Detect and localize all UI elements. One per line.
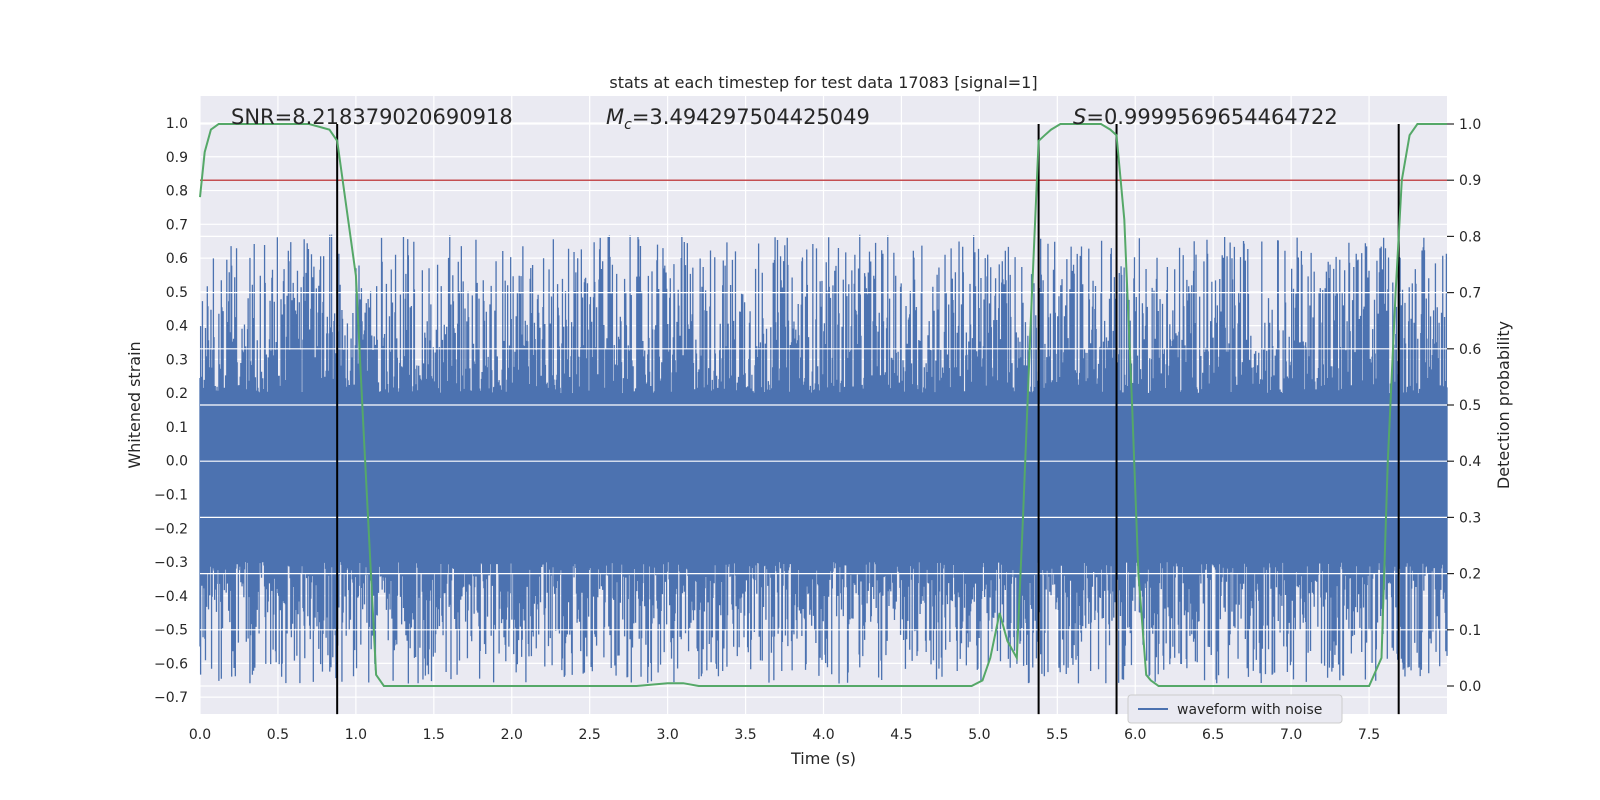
x-tick-label: 2.0	[501, 727, 523, 743]
x-tick-label: 6.0	[1124, 727, 1146, 743]
mc-symbol: M	[606, 105, 624, 129]
x-tick-label: 5.0	[968, 727, 990, 743]
y-tick-label: 0.2	[166, 386, 188, 402]
legend-entry-waveform: waveform with noise	[1177, 702, 1322, 718]
y2-tick-labels: 1.0 0.9 0.8 0.7 0.6 0.5 0.4 0.3 0.2 0.1 0.0	[1447, 117, 1481, 695]
mc-value: =3.494297504425049	[632, 105, 870, 129]
y-tick-labels: 1.0 0.9 0.8 0.7 0.6 0.5 0.4 0.3 0.2 0.1 0.0 −0.1 −0.…	[154, 116, 188, 706]
y-tick-label: 0.1	[166, 420, 188, 436]
y2-tick-label: 0.9	[1459, 173, 1481, 189]
y2-axis-label: Detection probability	[1494, 321, 1513, 489]
y-tick-label: 0.9	[166, 150, 188, 166]
y-tick-label: −0.4	[154, 589, 188, 605]
y2-tick-label: 0.7	[1459, 286, 1481, 302]
y-tick-label: −0.1	[154, 487, 188, 503]
s-value: =0.9999569654464722	[1086, 105, 1337, 129]
y2-tick-label: 0.1	[1459, 623, 1481, 639]
x-tick-label: 1.0	[345, 727, 367, 743]
x-axis-label: Time (s)	[790, 749, 856, 768]
y-tick-label: −0.5	[154, 623, 188, 639]
y-tick-label: 0.8	[166, 184, 188, 200]
y-tick-label: 0.4	[166, 319, 188, 335]
y2-tick-label: 0.0	[1459, 679, 1481, 695]
x-tick-label: 7.5	[1358, 727, 1380, 743]
legend-box	[1127, 694, 1343, 724]
y-tick-label: 1.0	[166, 116, 188, 132]
y-tick-label: −0.3	[154, 555, 188, 571]
y-tick-label: 0.6	[166, 251, 188, 267]
y2-tick-label: 0.4	[1459, 454, 1481, 470]
mc-subscript: c	[624, 117, 632, 133]
probability-line	[199, 123, 1447, 687]
chart-title: stats at each timestep for test data 170…	[609, 73, 1037, 92]
score-annotation: S=0.9999569654464722	[1073, 105, 1338, 129]
y2-tick-label: 0.6	[1459, 342, 1481, 358]
snr-annotation: SNR=8.218379020690918	[231, 105, 513, 129]
y2-tick-label: 0.5	[1459, 398, 1481, 414]
x-tick-labels: 0.0 0.5 1.0 1.5 2.0 2.5 3.0 3.5 4.0 4.5 5.0 5.5 6.0 6…	[189, 727, 1380, 743]
y-tick-label: 0.0	[166, 454, 188, 470]
s-symbol: S	[1073, 105, 1086, 129]
y-tick-label: −0.2	[154, 521, 188, 537]
y-tick-label: −0.7	[154, 690, 188, 706]
x-tick-label: 0.5	[267, 727, 289, 743]
legend: waveform with noise	[1127, 694, 1343, 724]
chirp-mass-annotation: Mc=3.494297504425049	[606, 105, 870, 133]
x-tick-label: 4.0	[812, 727, 834, 743]
x-tick-label: 7.0	[1280, 727, 1302, 743]
y2-tick-label: 0.2	[1459, 567, 1481, 583]
x-tick-label: 3.5	[734, 727, 756, 743]
detection-probability-series	[199, 123, 1447, 687]
x-tick-label: 0.0	[189, 727, 211, 743]
y-tick-label: −0.6	[154, 656, 188, 672]
y2-tick-label: 1.0	[1459, 117, 1481, 133]
x-tick-label: 4.5	[890, 727, 912, 743]
y-axis-label: Whitened strain	[125, 341, 144, 468]
y2-tick-label: 0.8	[1459, 229, 1481, 245]
x-tick-label: 6.5	[1202, 727, 1224, 743]
x-tick-label: 3.0	[656, 727, 678, 743]
waveform-series	[199, 234, 1448, 684]
x-tick-label: 5.5	[1046, 727, 1068, 743]
x-tick-label: 2.5	[579, 727, 601, 743]
y-tick-label: 0.5	[166, 285, 188, 301]
y2-tick-label: 0.3	[1459, 510, 1481, 526]
y-tick-label: 0.7	[166, 217, 188, 233]
x-tick-label: 1.5	[423, 727, 445, 743]
waveform-core	[200, 393, 1447, 563]
y-tick-label: 0.3	[166, 352, 188, 368]
